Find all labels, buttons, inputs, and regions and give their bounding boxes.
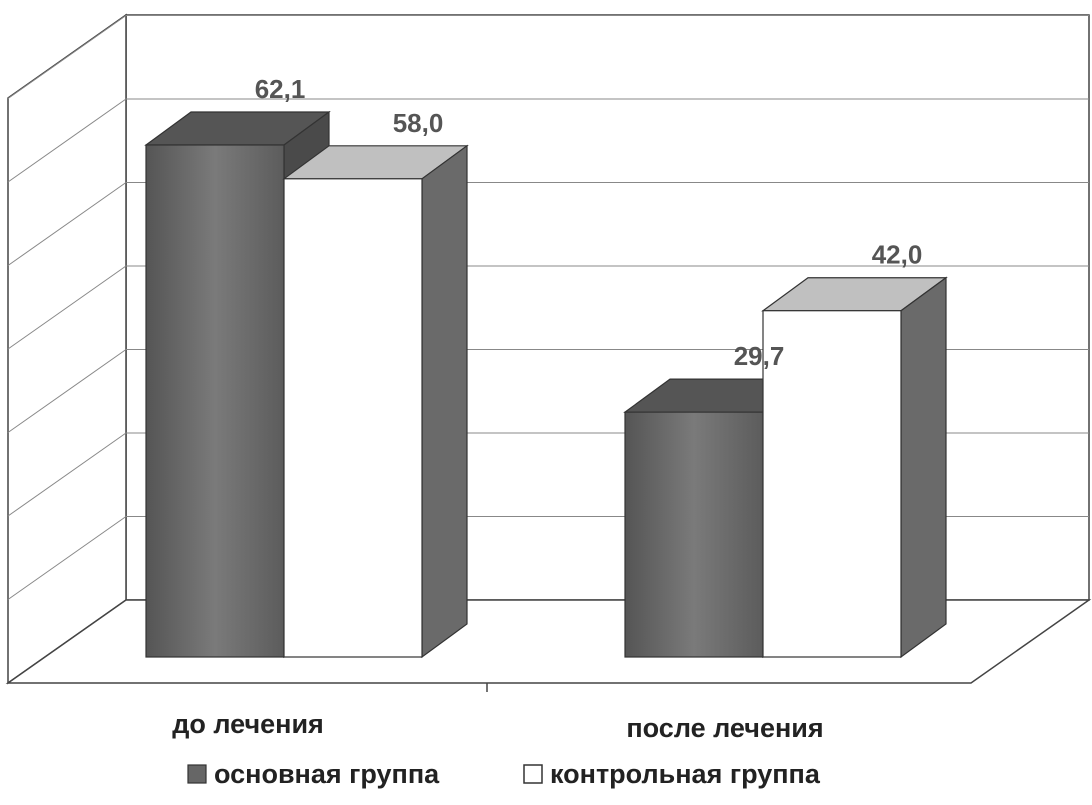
category-label-before: до лечения (172, 709, 324, 739)
side-wall (8, 15, 126, 683)
bar-control-before-side (422, 146, 467, 657)
data-label-control-before: 58,0 (393, 108, 444, 138)
data-label-main-before: 62,1 (255, 74, 306, 104)
legend-swatch-main (188, 765, 206, 783)
data-label-main-after: 29,7 (734, 341, 785, 371)
legend-label-main: основная группа (214, 759, 440, 789)
legend-label-control: контрольная группа (550, 759, 821, 789)
legend: основная группа контрольная группа (188, 759, 821, 789)
legend-swatch-control (524, 765, 542, 783)
bar-main-before (146, 145, 284, 657)
bar-control-before (284, 179, 422, 657)
data-label-control-after: 42,0 (872, 240, 923, 270)
bar-control-after-side (901, 278, 946, 657)
bar-main-after (625, 412, 763, 657)
category-label-after: после лечения (626, 713, 823, 743)
bar-group-do-lecheniya (146, 112, 467, 657)
